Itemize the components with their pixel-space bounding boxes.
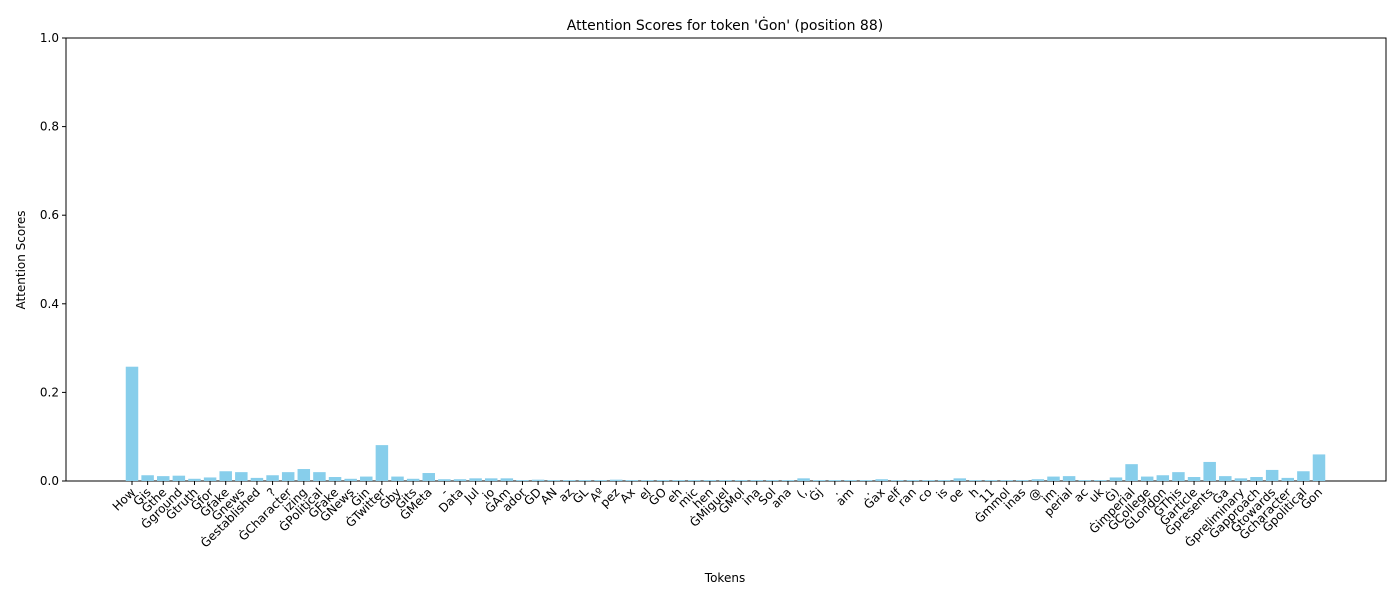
bar <box>937 480 951 481</box>
bar <box>1187 477 1201 481</box>
bar <box>156 476 170 481</box>
bar <box>859 480 873 481</box>
bar <box>313 472 326 481</box>
bar <box>344 478 357 481</box>
x-tick-label: co <box>915 485 935 505</box>
bar <box>266 475 279 481</box>
bar <box>781 480 795 481</box>
bar <box>1281 477 1295 481</box>
bar <box>734 480 748 481</box>
bar <box>594 480 607 481</box>
bar <box>531 479 545 481</box>
x-tick-label: am <box>833 485 856 508</box>
bar <box>1312 454 1326 481</box>
bar <box>547 480 560 481</box>
bar <box>438 479 451 481</box>
bar <box>1016 480 1029 481</box>
bar <box>969 480 982 481</box>
bar <box>641 480 654 481</box>
bar <box>703 480 717 481</box>
bar <box>750 480 763 481</box>
x-tick-label: Ġj <box>805 484 825 504</box>
bar <box>906 480 920 481</box>
bar <box>406 478 420 481</box>
y-tick-label: 0.4 <box>40 297 59 311</box>
bar <box>672 480 685 481</box>
bar <box>125 366 139 481</box>
bar <box>500 478 514 481</box>
y-tick-label: 0.8 <box>40 120 59 134</box>
y-axis-label: Attention Scores <box>14 210 28 309</box>
bar <box>1219 476 1232 481</box>
bar <box>953 478 967 481</box>
bar <box>469 478 482 481</box>
bar <box>578 480 592 481</box>
bar <box>1234 478 1248 481</box>
bar <box>609 479 623 481</box>
x-tick-label: Jul <box>461 485 482 506</box>
bar <box>1109 477 1123 481</box>
bar <box>1265 469 1279 481</box>
x-axis-label: Tokens <box>704 571 745 585</box>
bar <box>453 479 467 481</box>
bar <box>235 472 248 481</box>
bar <box>360 476 373 481</box>
bar <box>1094 480 1107 481</box>
bar <box>375 445 389 481</box>
bar <box>391 476 404 481</box>
bar <box>797 478 810 481</box>
x-tick-label: ran <box>895 485 919 509</box>
bar <box>1297 471 1310 481</box>
y-tick-label: 0.6 <box>40 208 59 222</box>
bar <box>516 480 529 481</box>
bar <box>625 480 639 481</box>
bar <box>203 477 217 481</box>
bar <box>719 480 732 481</box>
bar <box>1156 475 1170 481</box>
y-tick-label: 0.0 <box>40 474 59 488</box>
bar <box>875 479 888 481</box>
bar <box>250 477 264 481</box>
bar <box>688 480 701 481</box>
bar <box>891 480 904 481</box>
y-tick-label: 0.2 <box>40 385 59 399</box>
chart-title: Attention Scores for token 'Ġon' (positi… <box>567 16 883 34</box>
bar <box>563 480 576 481</box>
bar <box>1172 472 1185 481</box>
bar <box>1000 480 1013 481</box>
x-tick-label: Ax <box>617 485 638 506</box>
bar <box>141 475 154 481</box>
bar <box>922 480 935 481</box>
bar <box>656 480 670 481</box>
x-tick-label: oe <box>946 485 966 505</box>
bar <box>828 480 842 481</box>
bar <box>1250 477 1263 481</box>
bar <box>984 480 998 481</box>
bar <box>766 480 779 481</box>
bar <box>172 475 186 481</box>
bar <box>1047 476 1060 481</box>
axes-frame <box>65 37 1387 482</box>
bar <box>281 472 295 481</box>
bar <box>1062 476 1076 481</box>
bar <box>1031 479 1045 481</box>
bar <box>297 469 311 481</box>
bar <box>844 480 857 481</box>
bar <box>484 478 498 481</box>
y-tick-label: 1.0 <box>40 31 59 45</box>
bar <box>188 478 201 481</box>
bar <box>1125 464 1138 481</box>
bar <box>1140 476 1154 481</box>
bar <box>1078 480 1091 481</box>
bar <box>812 480 826 481</box>
bar <box>1203 461 1216 481</box>
bar <box>328 477 342 481</box>
bar <box>422 473 435 481</box>
bar <box>219 471 232 481</box>
